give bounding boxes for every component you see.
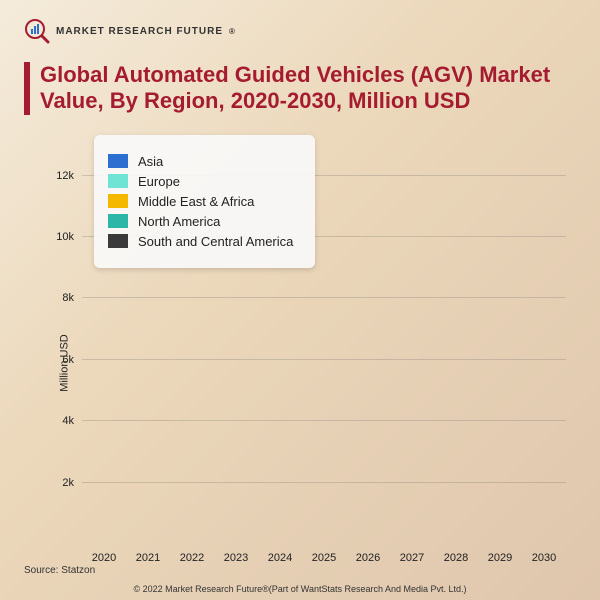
y-tick-label: 4k (62, 415, 74, 427)
x-tick-label: 2030 (523, 552, 565, 564)
x-axis-ticks: 2020202120222023202420252026202720282029… (82, 552, 566, 564)
legend: Asia Europe Middle East & Africa North Amer… (94, 135, 315, 268)
x-tick-label: 2022 (171, 552, 213, 564)
y-tick-label: 2k (62, 477, 74, 489)
x-tick-label: 2023 (215, 552, 257, 564)
legend-swatch (108, 174, 128, 188)
y-tick-label: 6k (62, 354, 74, 366)
chart-area: Asia Europe Middle East & Africa North Amer… (24, 135, 576, 592)
title-block: Global Automated Guided Vehicles (AGV) M… (24, 62, 576, 115)
legend-item: North America (108, 214, 293, 229)
x-tick-label: 2029 (479, 552, 521, 564)
x-tick-label: 2026 (347, 552, 389, 564)
y-tick-label: 8k (62, 292, 74, 304)
logo-text: MARKET RESEARCH FUTURE (56, 26, 223, 37)
logo-icon (24, 18, 50, 44)
legend-item: Middle East & Africa (108, 194, 293, 209)
legend-label: Middle East & Africa (138, 194, 254, 209)
y-axis-ticks: 2k 4k 6k 8k 10k 12k (24, 145, 78, 544)
legend-swatch (108, 234, 128, 248)
x-tick-label: 2025 (303, 552, 345, 564)
legend-item: South and Central America (108, 234, 293, 249)
x-tick-label: 2027 (391, 552, 433, 564)
legend-label: Asia (138, 154, 163, 169)
legend-swatch (108, 194, 128, 208)
logo: MARKET RESEARCH FUTURE® (24, 18, 576, 44)
legend-label: South and Central America (138, 234, 293, 249)
chart-title: Global Automated Guided Vehicles (AGV) M… (40, 62, 576, 115)
y-tick-label: 10k (56, 231, 74, 243)
legend-label: North America (138, 214, 220, 229)
x-tick-label: 2020 (83, 552, 125, 564)
legend-item: Asia (108, 154, 293, 169)
x-tick-label: 2021 (127, 552, 169, 564)
legend-swatch (108, 214, 128, 228)
legend-swatch (108, 154, 128, 168)
title-accent-bar (24, 62, 30, 115)
y-tick-label: 12k (56, 170, 74, 182)
x-tick-label: 2024 (259, 552, 301, 564)
legend-item: Europe (108, 174, 293, 189)
legend-label: Europe (138, 174, 180, 189)
x-tick-label: 2028 (435, 552, 477, 564)
